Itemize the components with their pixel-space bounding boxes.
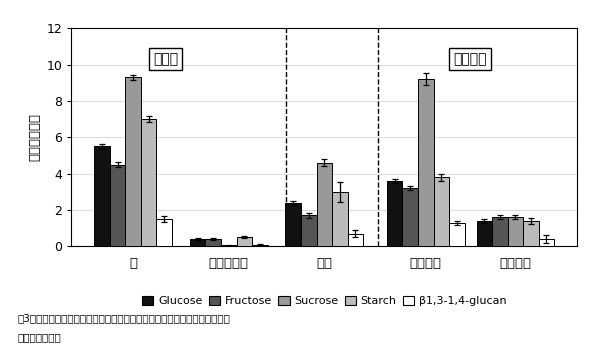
Bar — [126, 77, 141, 246]
Y-axis label: 組成比（％）: 組成比（％） — [28, 113, 41, 161]
Bar — [110, 165, 126, 246]
Text: 機械分離: 機械分離 — [453, 52, 487, 66]
Bar — [221, 245, 236, 246]
Legend: Glucose, Fructose, Sucrose, Starch, β1,3-1,4-glucan: Glucose, Fructose, Sucrose, Starch, β1,3… — [138, 291, 511, 310]
Bar — [434, 177, 449, 246]
Bar — [141, 119, 156, 246]
Bar — [477, 221, 492, 246]
Bar — [402, 188, 418, 246]
Bar — [156, 219, 172, 246]
Bar — [190, 239, 205, 246]
Bar — [523, 221, 538, 246]
Bar — [317, 163, 332, 246]
Bar — [286, 203, 301, 246]
Text: （対乾燥重量）: （対乾燥重量） — [18, 332, 62, 342]
Bar — [332, 192, 347, 246]
Bar — [449, 223, 465, 246]
Bar — [236, 237, 252, 246]
Bar — [538, 239, 554, 246]
Bar — [508, 217, 523, 246]
Bar — [387, 181, 402, 246]
Bar — [95, 146, 110, 246]
Text: 手分離: 手分離 — [153, 52, 178, 66]
Bar — [301, 215, 317, 246]
Bar — [205, 239, 221, 246]
Bar — [418, 79, 434, 246]
Text: 図3　稼わらの各分離法により得られる画分における易分解性糖質の組成比: 図3 稼わらの各分離法により得られる画分における易分解性糖質の組成比 — [18, 314, 231, 323]
Bar — [347, 234, 363, 246]
Bar — [252, 245, 268, 246]
Bar — [492, 217, 508, 246]
